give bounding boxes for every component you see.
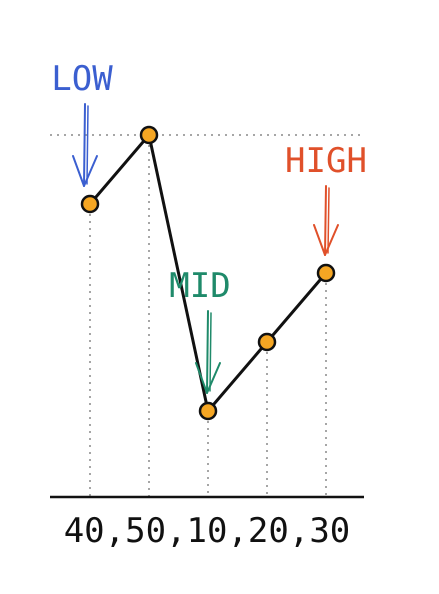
annotation-arrow-shaft bbox=[206, 310, 209, 394]
data-point bbox=[257, 332, 277, 352]
annotation-label: HIGH bbox=[285, 141, 367, 181]
annotation-arrow-shaft bbox=[209, 312, 212, 392]
annotation-arrows bbox=[72, 103, 339, 394]
x-tick-labels: 40,50,10,20,30 bbox=[64, 511, 351, 551]
guide-lines bbox=[50, 134, 364, 497]
annotation-arrow-shaft bbox=[327, 187, 330, 254]
annotation-arrow-shaft bbox=[324, 185, 327, 256]
x-tick-label: 40,50,10,20,30 bbox=[64, 511, 351, 551]
data-point bbox=[139, 125, 159, 145]
annotation-arrow-shaft bbox=[86, 105, 89, 185]
annotation-arrow-head bbox=[313, 224, 339, 256]
data-point bbox=[80, 194, 100, 214]
annotation-label: LOW bbox=[51, 59, 113, 99]
data-points bbox=[80, 125, 336, 421]
data-point bbox=[316, 263, 336, 283]
annotation-arrow-shaft bbox=[83, 103, 86, 187]
annotation-arrow-head bbox=[72, 155, 98, 187]
data-point bbox=[198, 401, 218, 421]
annotation-arrow-head bbox=[195, 362, 221, 394]
annotation-labels: LOW MID HIGH bbox=[51, 59, 367, 306]
annotation-label: MID bbox=[169, 266, 230, 306]
